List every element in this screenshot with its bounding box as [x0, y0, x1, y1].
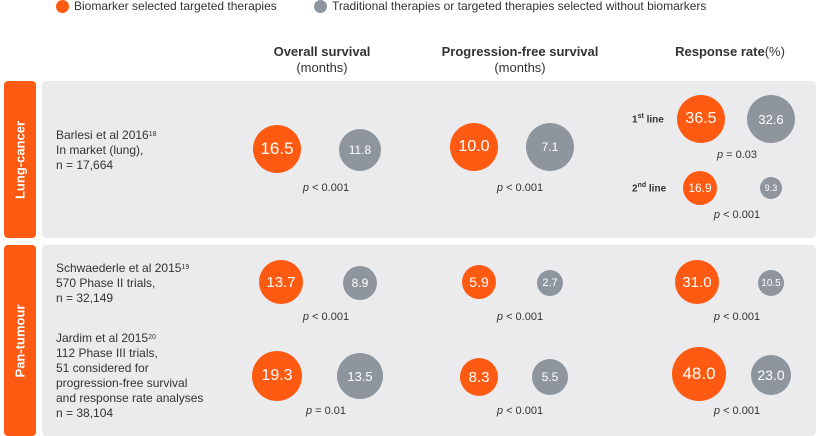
bubble-traditional: 23.0 [751, 355, 791, 395]
legend-traditional-label: Traditional therapies or targeted therap… [332, 0, 707, 13]
column-unit-os: (months) [296, 60, 348, 75]
study-n: n = 32,149 [56, 291, 114, 305]
study-n: n = 17,664 [56, 158, 114, 172]
study-ref: 19 [181, 264, 190, 271]
bubble-traditional: 9.3 [760, 177, 782, 199]
bubble-traditional: 11.8 [339, 129, 381, 171]
column-title-os: Overall survival [273, 44, 371, 59]
column-unit-pfs: (months) [494, 60, 546, 75]
study-n: n = 38,104 [56, 406, 114, 420]
study-detail: 570 Phase II trials, [56, 276, 156, 290]
p-value: p < 0.001 [713, 311, 761, 323]
legend-traditional-dot [314, 0, 327, 13]
study-detail: 112 Phase III trials, [56, 346, 158, 360]
bubble-biomarker: 16.9 [683, 171, 717, 205]
legend-biomarker-label: Biomarker selected targeted therapies [74, 0, 277, 13]
bubble-traditional: 7.1 [526, 123, 574, 171]
bubble-traditional: 5.5 [532, 359, 568, 395]
p-value: p < 0.001 [496, 311, 544, 323]
study-schwaederle: Schwaederle et al 201519 570 Phase II tr… [56, 261, 189, 306]
bubble-traditional: 32.6 [747, 95, 795, 143]
bubble-biomarker: 5.9 [462, 265, 496, 299]
bubble-traditional: 8.9 [343, 266, 377, 300]
bubble-traditional: 2.7 [537, 270, 563, 296]
line-label-first: 1st line [632, 113, 664, 126]
bubble-biomarker: 10.0 [450, 123, 498, 171]
column-header-rr: Response rate(%) [640, 44, 816, 60]
bubble-traditional: 13.5 [337, 353, 383, 399]
study-jardim: Jardim et al 201520 112 Phase III trials… [56, 331, 203, 421]
study-detail: and response rate analyses [56, 391, 204, 405]
bubble-biomarker: 19.3 [252, 351, 302, 401]
study-ref: 20 [148, 334, 156, 341]
study-detail: In market (lung), [56, 143, 144, 157]
column-header-pfs: Progression-free survival (months) [420, 44, 620, 76]
column-header-os: Overall survival (months) [242, 44, 402, 76]
bubble-biomarker: 8.3 [460, 358, 498, 396]
bubble-biomarker: 16.5 [253, 125, 301, 173]
p-value: p < 0.001 [302, 182, 350, 194]
bubble-biomarker: 36.5 [677, 95, 725, 143]
p-value: p = 0.03 [716, 149, 758, 161]
study-barlesi: Barlesi et al 201618 In market (lung), n… [56, 128, 157, 173]
bubble-biomarker: 13.7 [259, 260, 303, 304]
column-unit-rr: (%) [764, 44, 785, 59]
p-value: p < 0.001 [496, 405, 544, 417]
p-value: p < 0.001 [713, 405, 761, 417]
column-title-pfs: Progression-free survival [441, 44, 599, 59]
study-ref: 18 [148, 131, 157, 138]
bubble-biomarker: 48.0 [672, 347, 726, 401]
p-value: p < 0.001 [302, 311, 350, 323]
group-tab-lung: Lung-cancer [4, 81, 36, 238]
bubble-biomarker: 31.0 [675, 260, 719, 304]
group-label-lung: Lung-cancer [12, 120, 28, 199]
p-value: p = 0.01 [305, 405, 347, 417]
study-author: Barlesi et al 2016 [56, 128, 149, 142]
group-tab-pan: Pan-tumour [4, 245, 36, 436]
study-detail: progression-free survival [56, 376, 188, 390]
group-label-pan: Pan-tumour [12, 304, 28, 377]
line-label-second: 2nd line [632, 182, 667, 195]
p-value: p < 0.001 [713, 209, 761, 221]
study-detail: 51 considered for [56, 361, 149, 375]
study-author: Schwaederle et al 2015 [56, 261, 182, 275]
p-value: p < 0.001 [496, 182, 544, 194]
study-author: Jardim et al 2015 [56, 331, 149, 345]
legend-biomarker-dot [56, 0, 69, 13]
column-title-rr: Response rate [675, 44, 765, 59]
bubble-traditional: 10.5 [758, 270, 784, 296]
